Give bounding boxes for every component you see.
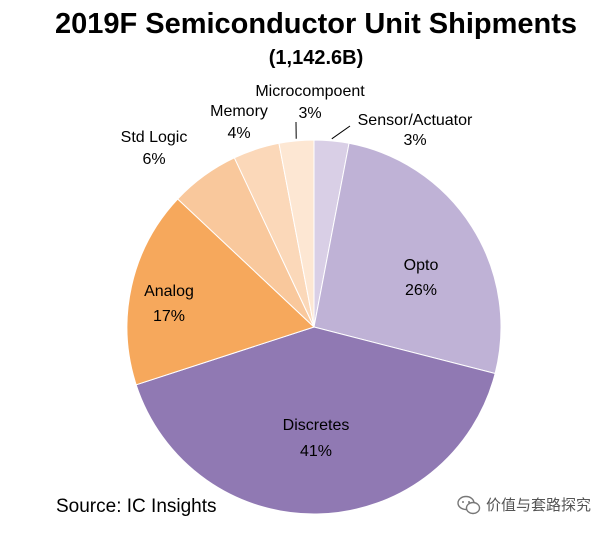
- source-note: Source: IC Insights: [56, 496, 217, 517]
- chart-title: 2019F Semiconductor Unit Shipments: [55, 8, 577, 40]
- slice-value-sensor-actuator: 3%: [403, 132, 426, 149]
- watermark: 价值与套路探究: [458, 497, 591, 515]
- slice-value-std-logic: 6%: [142, 151, 165, 168]
- slice-value-analog: 17%: [153, 308, 185, 325]
- slice-value-microcompoent: 3%: [298, 105, 321, 122]
- slice-label-analog: Analog: [144, 283, 194, 300]
- chart-subtitle: (1,142.6B): [269, 47, 364, 69]
- wechat-icon: [458, 497, 480, 514]
- slice-value-opto: 26%: [405, 282, 437, 299]
- slice-value-memory: 4%: [227, 125, 250, 142]
- watermark-text: 价值与套路探究: [486, 497, 591, 514]
- leader-line-sensor-actuator: [332, 126, 350, 139]
- slice-label-std-logic: Std Logic: [121, 129, 188, 146]
- slice-label-memory: Memory: [210, 103, 268, 120]
- slice-label-microcompoent: Microcompoent: [255, 83, 365, 100]
- slice-label-sensor-actuator: Sensor/Actuator: [358, 112, 473, 129]
- slice-value-discretes: 41%: [300, 443, 332, 460]
- slice-label-discretes: Discretes: [283, 417, 350, 434]
- slice-label-opto: Opto: [404, 257, 439, 274]
